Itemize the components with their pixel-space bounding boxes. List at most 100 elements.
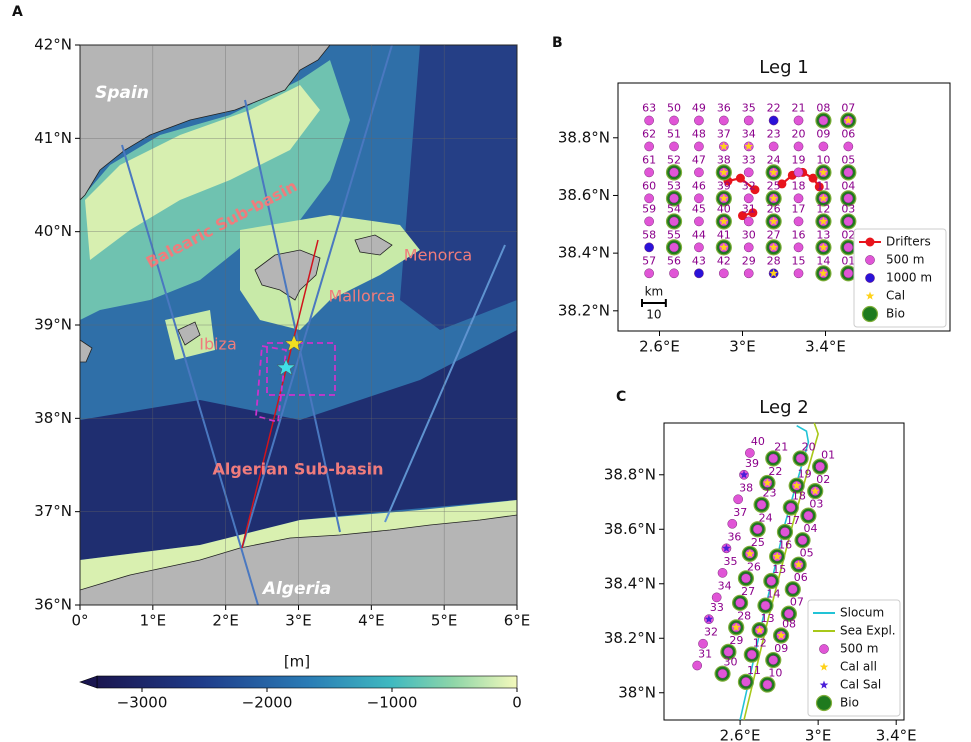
cal-marker: [769, 242, 778, 251]
station-label: 24: [759, 511, 773, 524]
station-label: 03: [809, 498, 823, 511]
station-marker: [741, 573, 751, 584]
station-marker: [768, 655, 779, 665]
map-label: Menorca: [404, 246, 472, 265]
station-label: 39: [717, 179, 731, 192]
station-label: 34: [718, 579, 732, 592]
station-marker: [644, 193, 654, 204]
panel-letter: C: [616, 389, 626, 405]
legend-label: Slocum: [840, 606, 884, 620]
station-label: 30: [724, 656, 738, 669]
station-label: 35: [724, 555, 738, 568]
colorbar-label: [m]: [284, 653, 310, 671]
station-label: 28: [737, 609, 751, 622]
x-tick-label: 2.6°E: [720, 727, 761, 742]
panel-letter: B: [552, 35, 563, 51]
colorbar-extend: [79, 675, 98, 689]
station-marker: [793, 193, 804, 204]
station-label: 06: [841, 127, 855, 140]
legend-label: Bio: [840, 696, 859, 710]
station-marker: [793, 216, 804, 227]
cal-marker: [704, 614, 714, 623]
station-label: 19: [798, 468, 812, 481]
station-label: 47: [692, 153, 706, 166]
station-label: 14: [816, 254, 830, 267]
scale-value: 10: [646, 308, 661, 322]
colorbar-tick-label: −3000: [117, 694, 168, 712]
cal-marker: [819, 242, 828, 251]
station-label: 57: [642, 254, 656, 267]
station-label: 54: [667, 202, 681, 215]
station-label: 10: [816, 153, 830, 166]
station-label: 35: [742, 101, 756, 114]
cal-marker: [819, 193, 828, 202]
station-label: 62: [642, 127, 656, 140]
colorbar-tick-label: −1000: [367, 694, 418, 712]
station-label: 07: [790, 596, 804, 609]
station-label: 25: [767, 179, 781, 192]
station-marker: [644, 268, 654, 279]
station-marker: [784, 608, 794, 619]
station-marker: [766, 576, 777, 586]
station-label: 36: [727, 530, 741, 543]
station-label: 41: [717, 228, 731, 241]
station-label: 06: [794, 571, 808, 584]
station-label: 29: [742, 254, 756, 267]
station-marker: [727, 518, 738, 529]
station-marker: [718, 268, 729, 279]
station-marker: [843, 216, 854, 227]
x-tick-label: 2°E: [212, 612, 239, 630]
cal-marker: [755, 625, 764, 634]
legend-symbol: [819, 644, 829, 654]
legend-label: Cal Sal: [840, 678, 881, 692]
legend-symbol: [819, 662, 829, 671]
station-label: 07: [841, 101, 855, 114]
station-marker: [743, 193, 754, 204]
station-marker: [718, 115, 729, 126]
y-tick-label: 41°N: [34, 129, 72, 147]
station-marker: [644, 141, 654, 152]
station-label: 18: [792, 489, 806, 502]
cal-marker: [745, 549, 755, 558]
station-label: 27: [767, 228, 781, 241]
station-label: 51: [667, 127, 681, 140]
station-marker: [741, 677, 751, 687]
station-label: 23: [763, 487, 777, 500]
station-label: 60: [642, 179, 656, 192]
station-marker: [644, 216, 654, 227]
cal-marker: [763, 478, 772, 487]
map-label: Mallorca: [328, 287, 395, 306]
station-label: 37: [717, 127, 731, 140]
legend-label: Cal all: [840, 660, 877, 674]
station-label: 44: [692, 228, 706, 241]
station-label: 18: [792, 179, 806, 192]
legend-label: Sea Expl.: [840, 624, 896, 638]
station-label: 33: [710, 601, 724, 614]
map-label: Spain: [95, 83, 149, 103]
x-tick-label: 0°: [71, 612, 88, 630]
y-tick-label: 38.8°N: [604, 465, 656, 483]
station-marker: [694, 216, 704, 227]
x-tick-label: 3°E: [285, 612, 312, 630]
drifter-point: [750, 185, 760, 195]
station-label: 02: [841, 228, 855, 241]
station-label: 43: [692, 254, 706, 267]
cal-marker: [722, 543, 731, 552]
station-label: 13: [816, 228, 830, 241]
station-label: 09: [816, 127, 830, 140]
legend-symbol: [865, 273, 875, 283]
station-marker: [669, 216, 679, 227]
station-marker: [717, 668, 728, 679]
x-tick-label: 2.6°E: [639, 338, 680, 356]
station-marker: [795, 453, 806, 464]
x-tick-label: 1°E: [140, 612, 167, 630]
station-marker: [843, 268, 854, 279]
station-label: 12: [753, 637, 767, 650]
colorbar: [96, 675, 518, 689]
station-label: 04: [841, 179, 855, 192]
cal-marker: [810, 486, 820, 495]
station-label: 21: [792, 101, 806, 114]
station-marker: [793, 268, 804, 279]
